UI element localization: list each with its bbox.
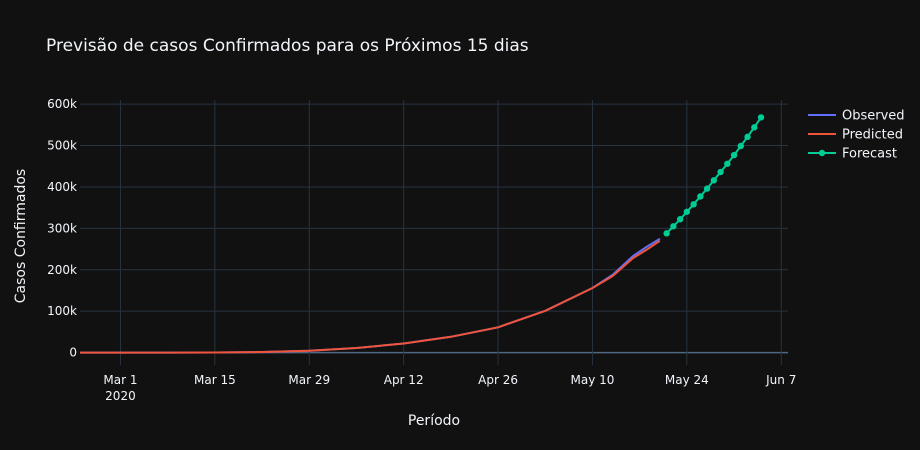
observed-series-line [80, 237, 661, 354]
forecast-point [710, 177, 718, 184]
y-tick-label: 400k [47, 180, 77, 194]
predicted-series-line [80, 239, 661, 354]
forecast-point [697, 193, 704, 200]
chart-title: Previsão de casos Confirmados para os Pr… [46, 36, 529, 56]
forecast-point [751, 124, 758, 131]
forecast-point [717, 168, 724, 176]
x-tick-label: Apr 12 [384, 373, 424, 387]
forecast-point [670, 223, 677, 230]
forecast-point [737, 142, 744, 150]
forecast-point [757, 114, 765, 121]
y-axis-ticks: 0 100k 200k 300k 400k 500k 600k [47, 97, 77, 359]
y-tick-label: 200k [47, 263, 77, 277]
x-tick-label: May 10 [571, 373, 615, 387]
forecast-point [676, 216, 684, 223]
plot-area [80, 114, 765, 354]
x-tick-label: Mar 15 [194, 373, 236, 387]
grid [80, 100, 788, 365]
x-axis-title: Período [408, 413, 460, 429]
legend-label: Forecast [842, 147, 897, 162]
x-tick-label: Mar 1 [103, 373, 137, 387]
x-tick-label: Jun 7 [765, 373, 796, 387]
y-tick-label: 100k [47, 304, 77, 318]
x-axis-ticks: Mar 1 2020 Mar 15 Mar 29 Apr 12 Apr 26 May 10 M… [103, 373, 796, 403]
x-tick-label: Apr 26 [478, 373, 518, 387]
legend-item-observed[interactable]: Observed [808, 109, 905, 124]
legend-item-forecast[interactable]: Forecast [808, 147, 897, 162]
y-tick-label: 500k [47, 139, 77, 153]
forecast-point [690, 201, 697, 208]
y-axis-title: Casos Confirmados [13, 169, 29, 303]
forecast-point [744, 133, 751, 141]
y-tick-label: 600k [47, 97, 77, 111]
y-tick-label: 0 [69, 346, 77, 360]
legend-marker [818, 149, 826, 157]
forecast-point [730, 151, 738, 159]
legend-label: Predicted [842, 128, 903, 143]
y-tick-label: 300k [47, 221, 77, 235]
forecast-point [683, 208, 691, 215]
legend[interactable]: Observed Predicted Forecast [808, 109, 905, 162]
forecast-point [724, 160, 731, 167]
x-tick-label: May 24 [665, 373, 709, 387]
legend-label: Observed [842, 109, 905, 124]
x-tick-year-label: 2020 [105, 389, 136, 403]
forecast-point [663, 230, 670, 237]
legend-item-predicted[interactable]: Predicted [808, 128, 903, 143]
x-tick-label: Mar 29 [288, 373, 330, 387]
forecast-point [703, 185, 711, 192]
